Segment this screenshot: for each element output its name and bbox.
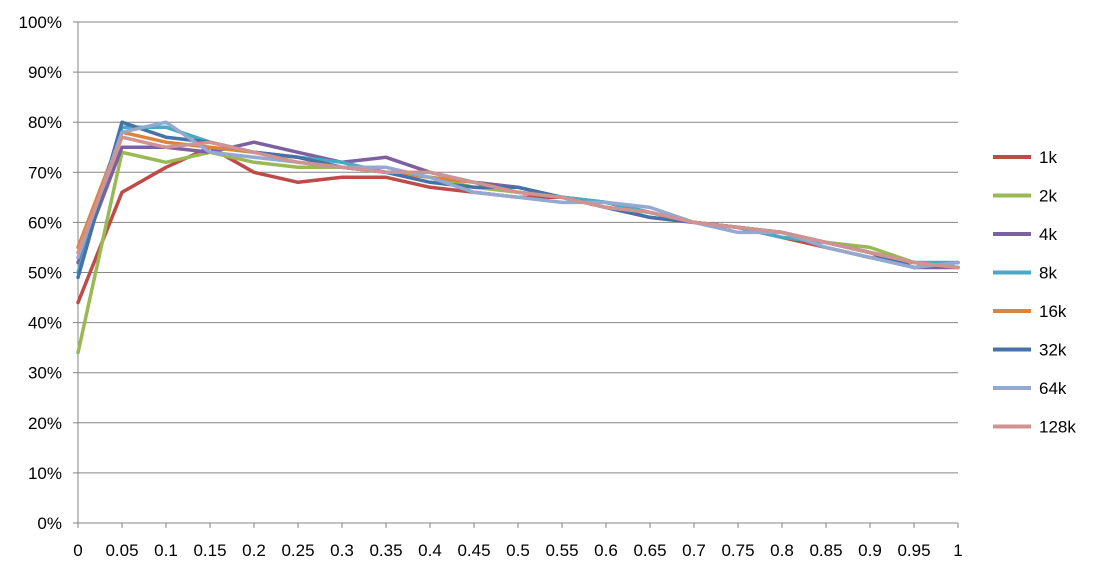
legend-item-8k: 8k xyxy=(993,264,1057,283)
series-line-32k xyxy=(76,120,960,280)
x-tick-label: 0.55 xyxy=(545,541,578,560)
y-tick-label: 90% xyxy=(28,63,62,82)
legend-label: 4k xyxy=(1039,225,1057,244)
legend-item-2k: 2k xyxy=(993,187,1057,206)
x-tick-label: 0.75 xyxy=(721,541,754,560)
x-tick-label: 0.65 xyxy=(633,541,666,560)
legend-label: 8k xyxy=(1039,264,1057,283)
x-tick-label: 0.6 xyxy=(594,541,618,560)
x-tick-label: 0 xyxy=(73,541,82,560)
series-lines xyxy=(76,120,960,355)
legend-label: 16k xyxy=(1039,302,1067,321)
y-tick-label: 80% xyxy=(28,113,62,132)
legend-item-32k: 32k xyxy=(993,341,1067,360)
x-tick-label: 0.4 xyxy=(418,541,442,560)
x-axis-ticks: 0 0.05 0.1 0.15 0.2 0.25 0.3 0.35 0.4 0.45 0.5 0.55… xyxy=(73,523,963,560)
x-tick-label: 1 xyxy=(953,541,962,560)
series-line-64k xyxy=(76,120,960,270)
legend-item-16k: 16k xyxy=(993,302,1067,321)
legend-item-1k: 1k xyxy=(993,148,1057,167)
y-tick-label: 50% xyxy=(28,264,62,283)
y-axis-ticks: 0% 10% 20% 30% 40% 50% 60% 70% 80% 90% 100% xyxy=(19,13,78,533)
x-tick-label: 0.7 xyxy=(682,541,706,560)
y-tick-label: 20% xyxy=(28,414,62,433)
series-line-1k xyxy=(76,145,960,305)
legend: 1k 2k 4k 8k 16k 32k 64k 128k xyxy=(993,148,1076,437)
gridlines xyxy=(78,21,958,474)
legend-item-4k: 4k xyxy=(993,225,1057,244)
x-tick-label: 0.85 xyxy=(809,541,842,560)
x-tick-label: 0.05 xyxy=(105,541,138,560)
y-tick-label: 60% xyxy=(28,213,62,232)
legend-label: 32k xyxy=(1039,341,1067,360)
x-tick-label: 0.8 xyxy=(770,541,794,560)
x-tick-label: 0.2 xyxy=(242,541,266,560)
y-tick-label: 30% xyxy=(28,364,62,383)
y-tick-label: 40% xyxy=(28,314,62,333)
legend-label: 2k xyxy=(1039,187,1057,206)
y-tick-label: 10% xyxy=(28,464,62,483)
x-tick-label: 0.5 xyxy=(506,541,530,560)
x-tick-label: 0.95 xyxy=(897,541,930,560)
legend-item-64k: 64k xyxy=(993,379,1067,398)
x-tick-label: 0.15 xyxy=(193,541,226,560)
y-tick-label: 0% xyxy=(37,514,62,533)
x-tick-label: 0.25 xyxy=(281,541,314,560)
x-tick-label: 0.35 xyxy=(369,541,402,560)
legend-label: 1k xyxy=(1039,148,1057,167)
x-tick-label: 0.45 xyxy=(457,541,490,560)
x-tick-label: 0.1 xyxy=(154,541,178,560)
x-tick-label: 0.9 xyxy=(858,541,882,560)
y-tick-label: 70% xyxy=(28,163,62,182)
legend-item-128k: 128k xyxy=(993,418,1076,437)
legend-label: 128k xyxy=(1039,418,1076,437)
x-tick-label: 0.3 xyxy=(330,541,354,560)
y-tick-label: 100% xyxy=(19,13,62,32)
legend-label: 64k xyxy=(1039,379,1067,398)
series-line-128k xyxy=(76,135,960,270)
